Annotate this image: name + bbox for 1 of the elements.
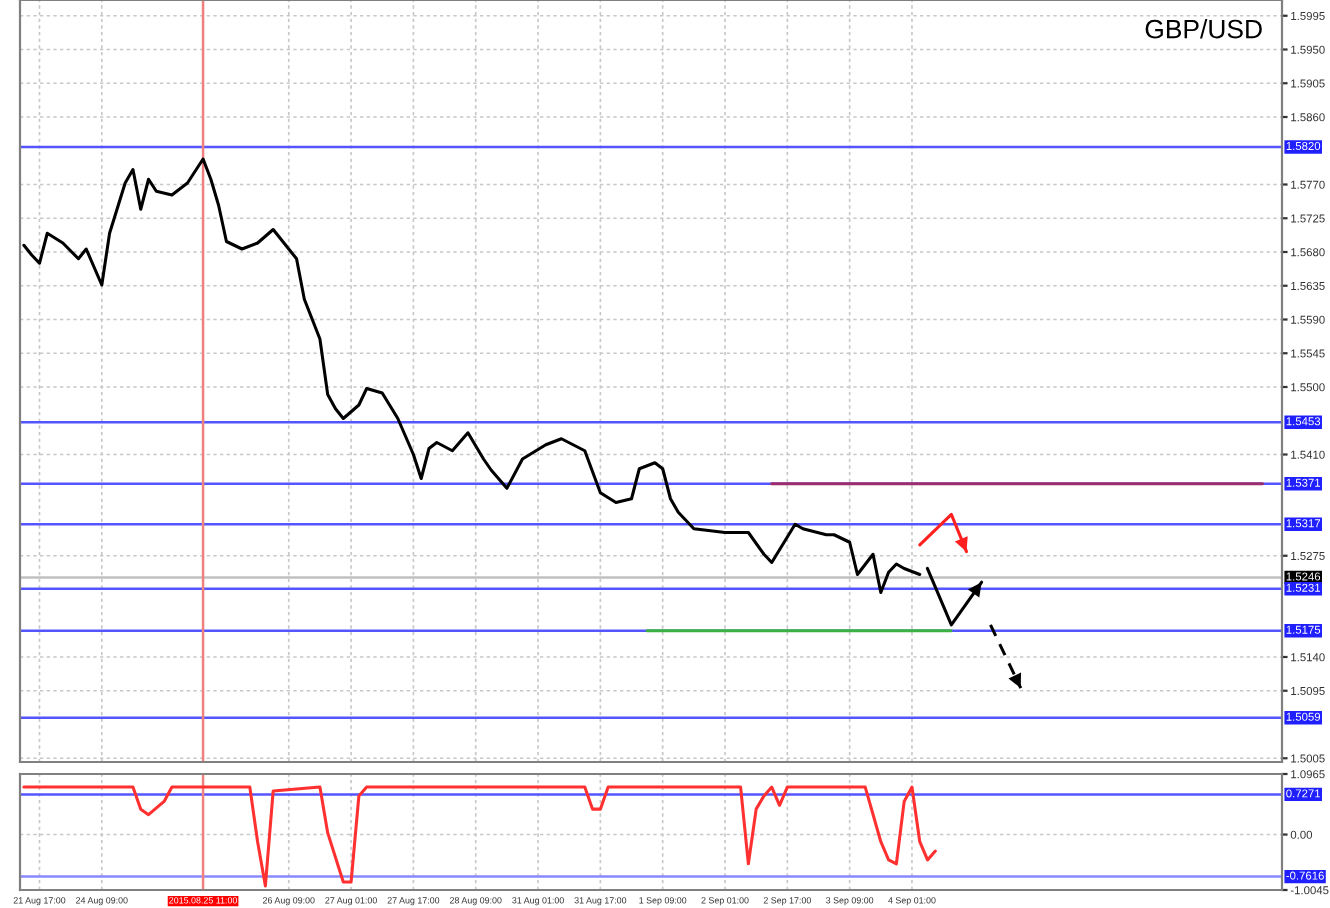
text: GBP/USD	[1145, 19, 1262, 39]
